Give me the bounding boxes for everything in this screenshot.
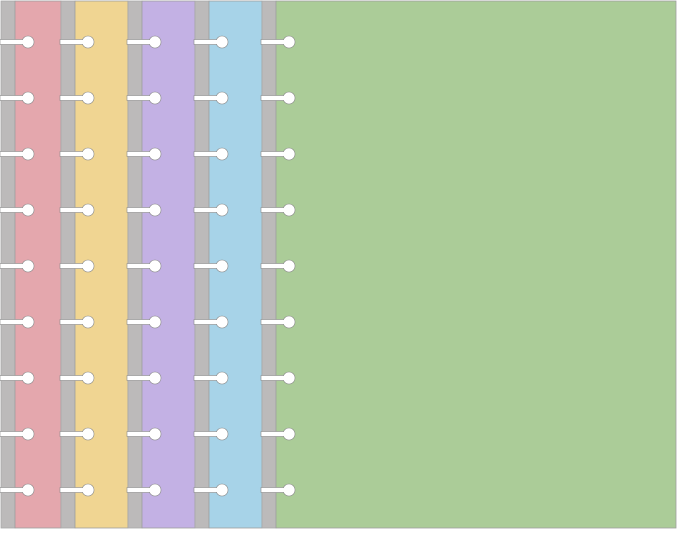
divider-panel [275, 0, 677, 529]
punch-join [19, 152, 27, 156]
punch-join [19, 264, 27, 268]
punch-join [79, 152, 87, 156]
punch-join [79, 432, 87, 436]
punch-join [146, 264, 154, 268]
punch-join [213, 152, 221, 156]
punch-join [79, 376, 87, 380]
punch-join [213, 208, 221, 212]
punch-join [280, 40, 288, 44]
punch-join [280, 376, 288, 380]
punch-join [146, 432, 154, 436]
punch-join [146, 96, 154, 100]
punch-join [280, 432, 288, 436]
punch-join [146, 376, 154, 380]
punch-join [280, 488, 288, 492]
punch-join [280, 96, 288, 100]
punch-join [146, 40, 154, 44]
punch-join [19, 40, 27, 44]
punch-join [19, 208, 27, 212]
punch-join [79, 40, 87, 44]
punch-join [280, 264, 288, 268]
punch-join [19, 432, 27, 436]
punch-join [79, 96, 87, 100]
punch-join [79, 208, 87, 212]
punch-join [213, 488, 221, 492]
punch-join [213, 264, 221, 268]
punch-join [280, 320, 288, 324]
punch-join [19, 376, 27, 380]
punch-join [213, 376, 221, 380]
punch-join [213, 40, 221, 44]
punch-join [19, 488, 27, 492]
punch-join [79, 320, 87, 324]
punch-join [146, 488, 154, 492]
punch-join [79, 488, 87, 492]
punch-join [146, 152, 154, 156]
punch-join [280, 152, 288, 156]
punch-join [213, 96, 221, 100]
punch-join [19, 320, 27, 324]
punch-join [146, 320, 154, 324]
punch-join [79, 264, 87, 268]
punch-join [19, 96, 27, 100]
punch-join [213, 432, 221, 436]
punch-join [213, 320, 221, 324]
punch-join [146, 208, 154, 212]
punch-join [280, 208, 288, 212]
